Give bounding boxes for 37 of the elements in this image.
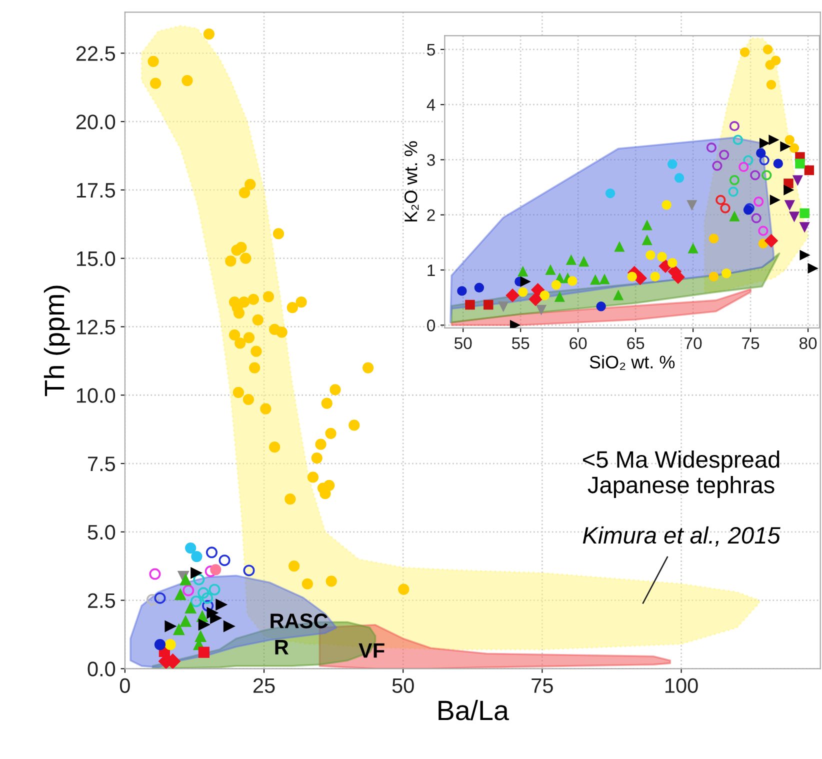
y-tick-label: 12.5 xyxy=(76,320,116,334)
x-tick-label: 65 xyxy=(627,337,644,350)
annotation: R xyxy=(275,640,289,654)
y-tick-label: 4 xyxy=(426,99,436,111)
y-axis-title: K₂O wt. % xyxy=(404,141,419,222)
y-tick-label: 3 xyxy=(427,154,435,166)
y-tick-label: 10.0 xyxy=(76,388,116,403)
y-tick-label: 2.5 xyxy=(88,593,116,608)
x-tick-label: 80 xyxy=(799,337,817,350)
y-tick-label: 0 xyxy=(427,320,436,332)
annotation: RASC xyxy=(270,614,328,628)
x-tick-label: 25 xyxy=(253,678,275,694)
y-tick-label: 0.0 xyxy=(88,662,116,676)
x-tick-label: 100 xyxy=(665,678,698,694)
x-tick-label: 70 xyxy=(684,337,702,350)
y-tick-label: 5 xyxy=(427,44,435,56)
y-tick-label: 5.0 xyxy=(88,524,116,540)
y-axis-title: Th (ppm) xyxy=(44,286,70,396)
x-tick-label: 75 xyxy=(532,678,553,694)
y-tick-label: 2 xyxy=(427,209,435,221)
y-tick-label: 7.5 xyxy=(88,456,116,472)
y-tick-label: 1 xyxy=(428,264,435,276)
x-tick-label: 50 xyxy=(392,678,414,694)
x-tick-label: 55 xyxy=(512,338,530,350)
x-axis-title: Ba/La xyxy=(438,700,509,720)
y-tick-label: 17.5 xyxy=(76,183,116,198)
x-tick-label: 0 xyxy=(120,678,130,694)
x-axis-title: SiO₂ wt. % xyxy=(590,355,675,370)
y-tick-label: 22.5 xyxy=(76,46,116,61)
x-tick-label: 50 xyxy=(454,337,472,350)
x-tick-label: 60 xyxy=(570,337,587,350)
annotation: VF xyxy=(358,643,384,658)
y-tick-label: 20.0 xyxy=(76,114,116,130)
annotation: Kimura et al., 2015 xyxy=(582,526,780,546)
x-tick-label: 75 xyxy=(742,338,760,350)
annotation: <5 Ma Widespread Japanese tephras xyxy=(583,450,780,498)
y-tick-label: 15.0 xyxy=(76,251,116,266)
